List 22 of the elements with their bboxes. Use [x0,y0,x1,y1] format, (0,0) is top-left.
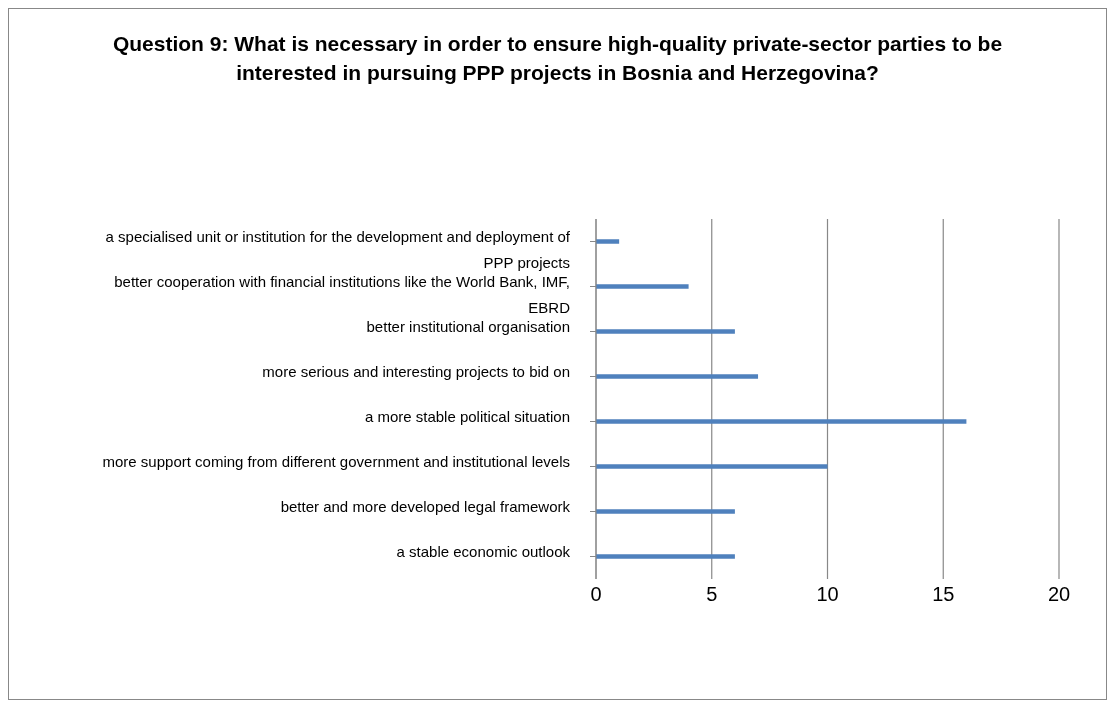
y-tick-label: better cooperation with financial institutions like the World Bank, IMF, EBRD [114,272,571,316]
y-tick-label: better institutional organisation [366,317,570,335]
chart-title: Question 9: What is necessary in order to ensure high-quality private-sector parties to be interested in pursuing PPP projects in Bosnia and Herzegovina? [111,31,1004,86]
x-tick-label: 15 [932,583,955,606]
bar [596,374,759,379]
bar [596,419,967,424]
bar [596,464,828,469]
x-tick-label: 5 [706,583,718,606]
y-tick-label: a specialised unit or institution for the development and deployment of PPP projects [105,227,571,271]
x-tick-label: 20 [1047,583,1071,606]
x-tick-label: 10 [816,583,839,606]
bar [596,239,620,244]
y-tick-label: a stable economic outlook [396,542,571,560]
y-tick-label: more serious and interesting projects to bid on [262,362,570,380]
bar [596,284,689,289]
bar [596,329,735,334]
y-tick-label: more support coming from different government and institutional levels [102,452,570,470]
y-tick-label: a more stable political situation [364,407,570,425]
y-tick-label: better and more developed legal framework [280,497,571,515]
bar [596,509,735,514]
bar [596,554,735,559]
x-tick-label: 0 [590,583,602,606]
